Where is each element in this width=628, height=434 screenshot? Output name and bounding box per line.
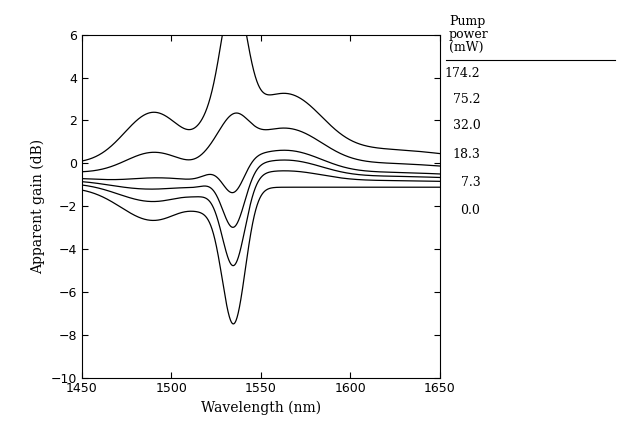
Text: 32.0: 32.0 [453,119,480,132]
Text: Pump: Pump [449,15,485,28]
X-axis label: Wavelength (nm): Wavelength (nm) [200,401,321,415]
Text: (mW): (mW) [449,41,484,54]
Text: 7.3: 7.3 [461,176,480,189]
Text: 18.3: 18.3 [453,148,480,161]
Y-axis label: Apparent gain (dB): Apparent gain (dB) [30,138,45,274]
Text: 174.2: 174.2 [445,67,480,80]
Text: 0.0: 0.0 [460,204,480,217]
Text: power: power [449,28,489,41]
Text: 75.2: 75.2 [453,93,480,106]
